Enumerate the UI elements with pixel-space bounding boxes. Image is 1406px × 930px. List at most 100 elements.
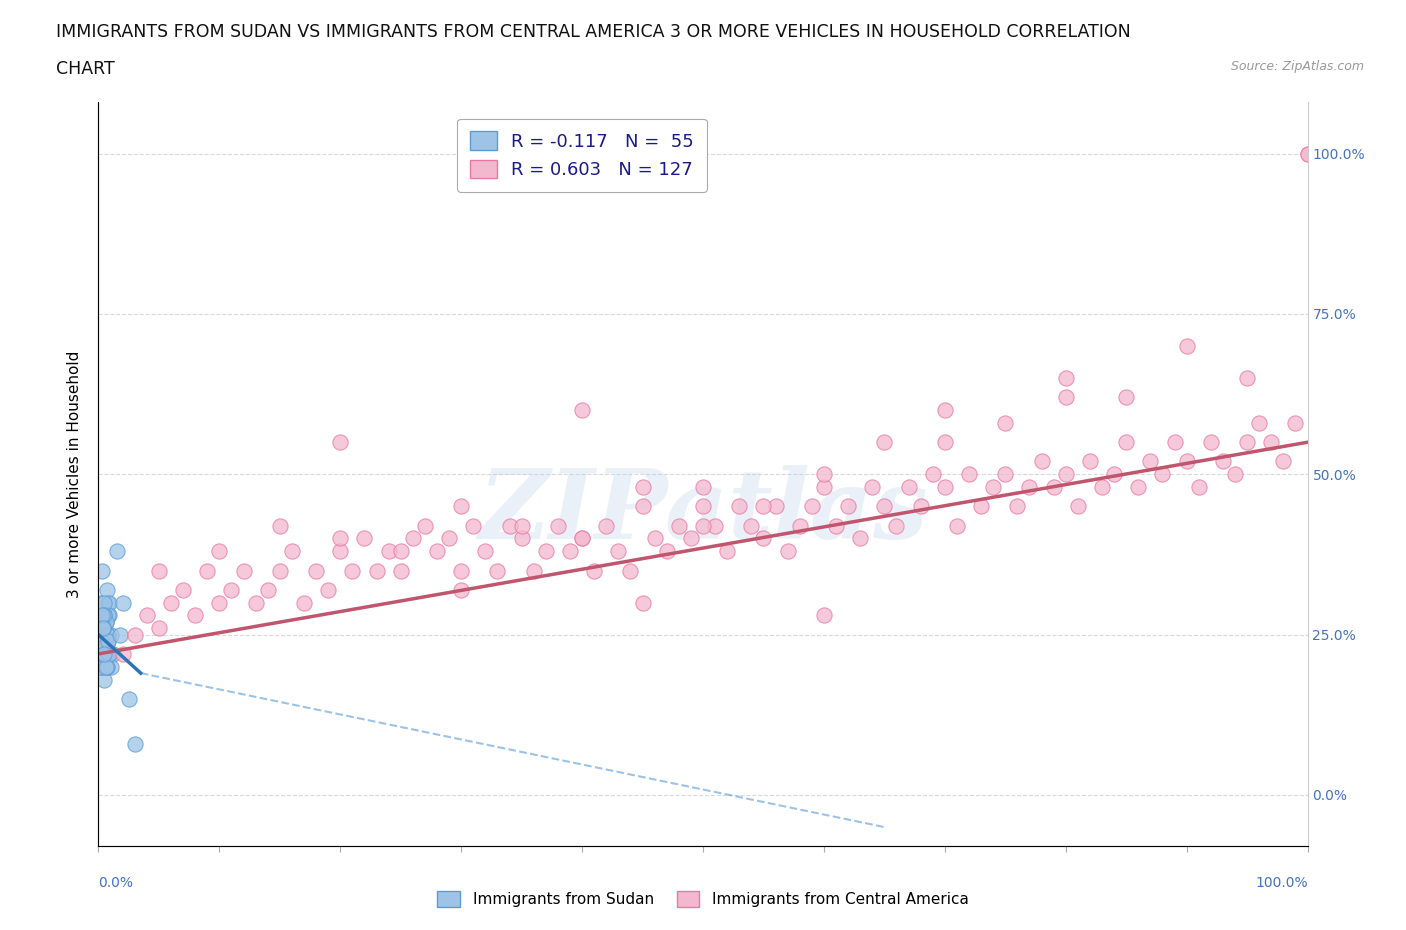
- Point: [91, 640, 114, 655]
- Point: [90, 646, 112, 661]
- Point: [91, 608, 114, 623]
- Point: [1042, 480, 1064, 495]
- Point: [93, 608, 115, 623]
- Point: [118, 691, 141, 706]
- Point: [1249, 416, 1271, 431]
- Point: [1007, 498, 1029, 513]
- Point: [994, 467, 1017, 482]
- Point: [100, 627, 122, 642]
- Point: [789, 518, 811, 533]
- Point: [1236, 371, 1258, 386]
- Point: [91, 621, 114, 636]
- Legend: Immigrants from Sudan, Immigrants from Central America: Immigrants from Sudan, Immigrants from C…: [432, 884, 974, 913]
- Text: IMMIGRANTS FROM SUDAN VS IMMIGRANTS FROM CENTRAL AMERICA 3 OR MORE VEHICLES IN H: IMMIGRANTS FROM SUDAN VS IMMIGRANTS FROM…: [56, 23, 1130, 41]
- Point: [800, 498, 823, 513]
- Point: [329, 435, 352, 450]
- Point: [558, 544, 581, 559]
- Point: [108, 627, 131, 642]
- Point: [934, 435, 956, 450]
- Point: [148, 563, 170, 578]
- Point: [873, 498, 896, 513]
- Point: [1078, 454, 1101, 469]
- Point: [631, 498, 654, 513]
- Point: [94, 615, 117, 630]
- Point: [94, 615, 117, 630]
- Point: [1296, 146, 1319, 161]
- Point: [970, 498, 993, 513]
- Point: [1236, 435, 1258, 450]
- Point: [94, 659, 117, 674]
- Point: [934, 403, 956, 418]
- Text: 100.0%: 100.0%: [1256, 876, 1308, 890]
- Point: [366, 563, 388, 578]
- Point: [96, 582, 118, 597]
- Point: [849, 531, 872, 546]
- Point: [1054, 390, 1077, 405]
- Point: [934, 480, 956, 495]
- Point: [1152, 467, 1174, 482]
- Point: [813, 467, 835, 482]
- Point: [860, 480, 883, 495]
- Point: [96, 627, 118, 642]
- Point: [752, 498, 775, 513]
- Point: [776, 544, 799, 559]
- Point: [1091, 480, 1114, 495]
- Y-axis label: 3 or more Vehicles in Household: 3 or more Vehicles in Household: [67, 351, 83, 598]
- Point: [98, 646, 121, 661]
- Point: [1102, 467, 1125, 482]
- Point: [1163, 435, 1185, 450]
- Point: [91, 646, 114, 661]
- Point: [897, 480, 920, 495]
- Point: [450, 563, 472, 578]
- Point: [135, 608, 157, 623]
- Point: [631, 480, 654, 495]
- Point: [90, 621, 112, 636]
- Point: [269, 518, 291, 533]
- Point: [97, 595, 120, 610]
- Point: [94, 646, 117, 661]
- Point: [96, 627, 118, 642]
- Point: [1212, 454, 1234, 469]
- Point: [93, 608, 115, 623]
- Point: [90, 659, 112, 674]
- Point: [704, 518, 727, 533]
- Point: [91, 627, 114, 642]
- Point: [389, 544, 412, 559]
- Point: [1128, 480, 1150, 495]
- Point: [208, 544, 231, 559]
- Point: [91, 608, 114, 623]
- Point: [91, 659, 114, 674]
- Point: [463, 518, 485, 533]
- Point: [413, 518, 436, 533]
- Point: [94, 633, 117, 648]
- Point: [184, 608, 207, 623]
- Point: [1018, 480, 1040, 495]
- Point: [534, 544, 557, 559]
- Point: [1199, 435, 1222, 450]
- Point: [994, 416, 1017, 431]
- Point: [740, 518, 762, 533]
- Point: [90, 633, 112, 648]
- Point: [765, 498, 787, 513]
- Point: [305, 563, 328, 578]
- Point: [101, 646, 124, 661]
- Point: [91, 646, 114, 661]
- Point: [1223, 467, 1246, 482]
- Point: [329, 531, 352, 546]
- Point: [886, 518, 908, 533]
- Point: [90, 627, 112, 642]
- Point: [124, 627, 146, 642]
- Point: [1284, 416, 1306, 431]
- Point: [1188, 480, 1211, 495]
- Point: [752, 531, 775, 546]
- Point: [692, 518, 714, 533]
- Point: [353, 531, 375, 546]
- Point: [813, 480, 835, 495]
- Point: [1115, 435, 1137, 450]
- Point: [97, 633, 120, 648]
- Point: [93, 608, 115, 623]
- Text: 0.0%: 0.0%: [98, 876, 134, 890]
- Point: [111, 595, 134, 610]
- Point: [342, 563, 364, 578]
- Text: CHART: CHART: [56, 60, 115, 78]
